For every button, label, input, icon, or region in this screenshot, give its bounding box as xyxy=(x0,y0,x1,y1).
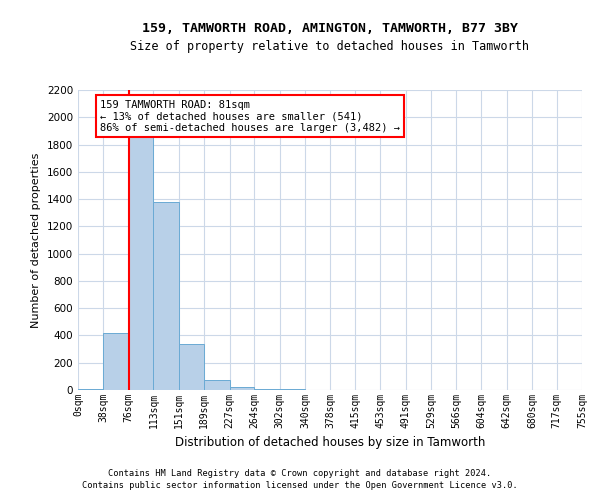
Bar xyxy=(230,386,254,390)
X-axis label: Distribution of detached houses by size in Tamworth: Distribution of detached houses by size … xyxy=(175,436,485,450)
Text: Size of property relative to detached houses in Tamworth: Size of property relative to detached ho… xyxy=(131,40,530,53)
Bar xyxy=(103,332,129,390)
Y-axis label: Number of detached properties: Number of detached properties xyxy=(31,152,41,328)
Bar xyxy=(179,344,204,390)
Bar xyxy=(78,388,103,390)
Bar xyxy=(254,388,280,390)
Bar xyxy=(204,380,230,390)
Text: Contains HM Land Registry data © Crown copyright and database right 2024.: Contains HM Land Registry data © Crown c… xyxy=(109,468,491,477)
Bar xyxy=(129,110,154,390)
Text: 159, TAMWORTH ROAD, AMINGTON, TAMWORTH, B77 3BY: 159, TAMWORTH ROAD, AMINGTON, TAMWORTH, … xyxy=(142,22,518,36)
Bar xyxy=(154,202,179,390)
Text: Contains public sector information licensed under the Open Government Licence v3: Contains public sector information licen… xyxy=(82,481,518,490)
Text: 159 TAMWORTH ROAD: 81sqm
← 13% of detached houses are smaller (541)
86% of semi-: 159 TAMWORTH ROAD: 81sqm ← 13% of detach… xyxy=(100,100,400,132)
